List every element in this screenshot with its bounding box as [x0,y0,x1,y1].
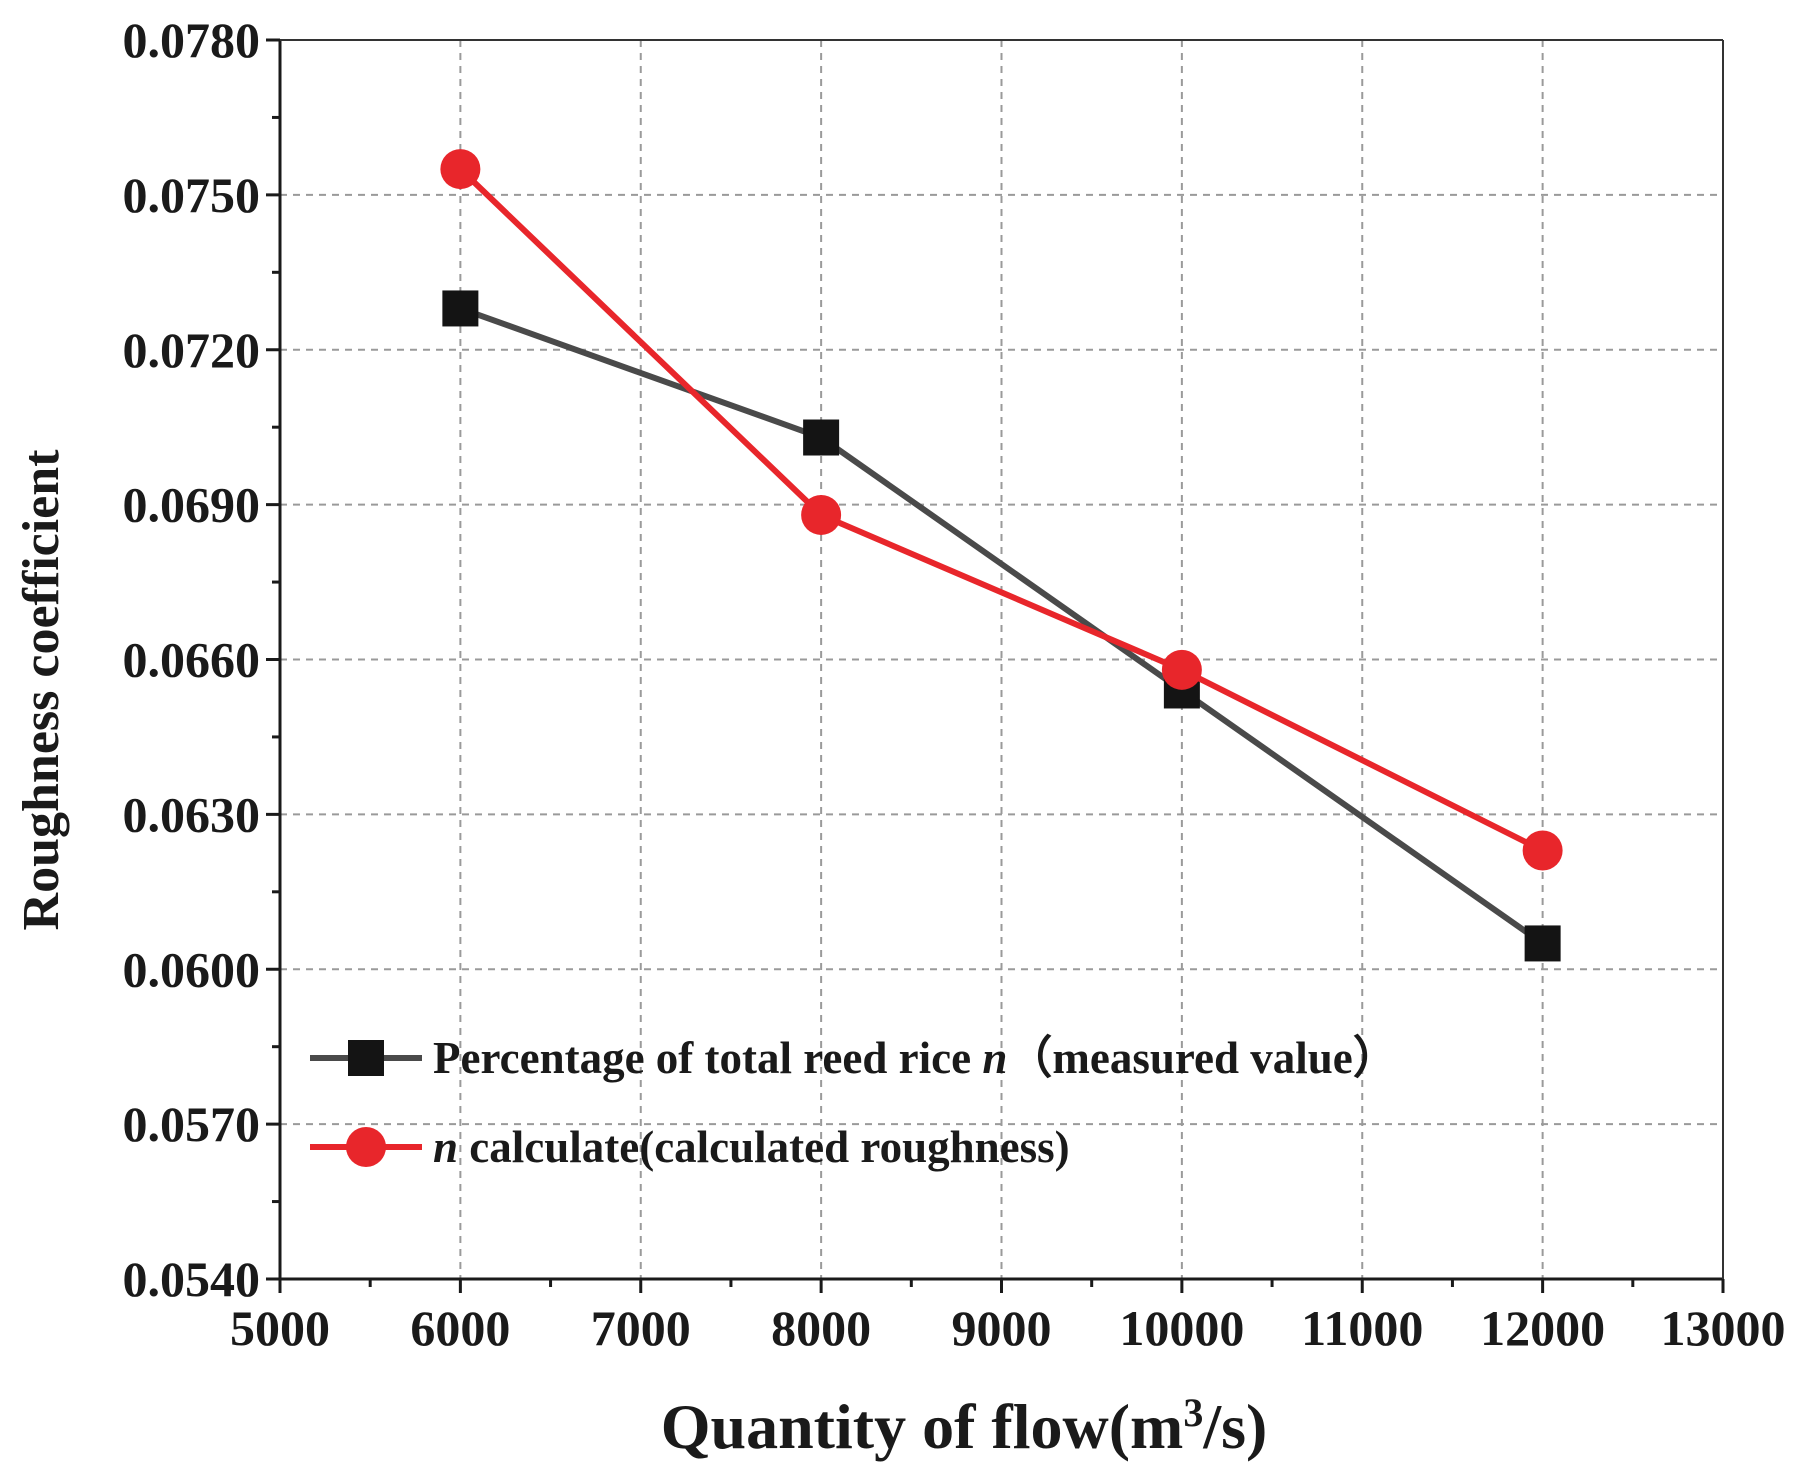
data-point-measured [442,290,479,327]
x-axis-title: Quantity of flow(m3/s) [661,1390,1268,1463]
series [440,149,1563,962]
data-point-calculated [1522,830,1563,871]
x-tick-label: 10000 [1119,1300,1244,1356]
legend-label-calculated-main: calculate(calculated roughness) [458,1122,1070,1172]
x-axis-title-superscript: 3 [1183,1390,1203,1435]
tick-labels: 5000 6000 7000 8000 9000 10000 11000 12000 13000… [123,12,1786,1356]
data-point-measured [803,419,840,456]
y-tick-label: 0.0570 [123,1096,261,1152]
data-point-calculated [440,149,481,190]
data-point-measured [1524,925,1561,962]
y-tick-label: 0.0600 [123,941,261,997]
data-point-calculated [801,494,842,535]
y-tick-label: 0.0720 [123,322,261,378]
legend-label-calculated: n calculate(calculated roughness) [433,1122,1070,1172]
y-tick-label: 0.0630 [123,786,261,842]
x-tick-label: 8000 [771,1300,871,1356]
x-axis-title-main: Quantity of flow(m [661,1391,1184,1462]
data-point-calculated [1161,649,1202,690]
legend-item-calculated: n calculate(calculated roughness) [310,1122,1070,1172]
x-tick-label: 11000 [1301,1300,1423,1356]
y-tick-label: 0.0660 [123,632,261,688]
y-tick-label: 0.0690 [123,477,261,533]
legend-label-measured-suffix: （measured value） [1007,1033,1397,1083]
series-line-measured [459,305,1545,946]
x-tick-label: 9000 [952,1300,1052,1356]
x-tick-label: 6000 [410,1300,510,1356]
axes [266,38,1725,1293]
legend-marker-measured [348,1040,384,1076]
x-tick-label: 5000 [230,1300,330,1356]
grid [280,39,1723,1279]
y-tick-label: 0.0750 [123,167,261,223]
legend-label-measured-italic: n [982,1033,1007,1083]
legend-label-measured: Percentage of total reed rice n（measured… [433,1033,1398,1083]
legend-label-calculated-italic: n [433,1122,458,1172]
y-tick-label: 0.0540 [123,1251,261,1307]
x-tick-label: 7000 [591,1300,691,1356]
legend: Percentage of total reed rice n（measured… [310,1033,1398,1172]
x-tick-label: 12000 [1480,1300,1605,1356]
legend-item-measured: Percentage of total reed rice n（measured… [310,1033,1398,1083]
x-tick-label: 13000 [1661,1300,1786,1356]
legend-label-measured-main: Percentage of total reed rice [433,1033,971,1083]
x-axis-title-suffix: /s) [1202,1391,1267,1462]
y-tick-label: 0.0780 [123,12,261,68]
y-axis-title: Roughness coefficient [13,449,70,931]
legend-marker-calculated [346,1127,386,1167]
series-line-calculated [458,166,1544,854]
